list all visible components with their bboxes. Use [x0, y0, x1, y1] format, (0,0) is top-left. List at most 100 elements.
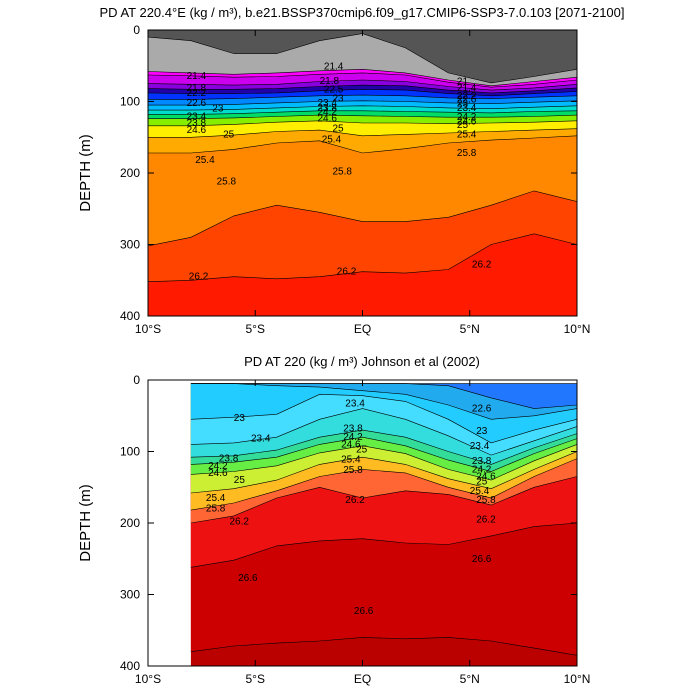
contour-line-21 [148, 68, 577, 87]
top-panel-y-axis: 0 100 200 300 400 [120, 23, 577, 323]
contour-label: 25.4 [195, 155, 215, 166]
contour-label: 23.8 [343, 424, 363, 435]
contour-label: 24.2 [318, 107, 338, 118]
contour-label: 21 [457, 77, 469, 88]
contour-line-25 [148, 120, 577, 127]
x-tick-label: 10°S [135, 322, 161, 336]
contour-label: 25 [223, 129, 235, 140]
contour-label: 23 [234, 413, 246, 424]
y-tick-label: 0 [133, 373, 140, 387]
bottom-panel-x-axis: 10°S 5°S EQ 5°N 10°N [135, 380, 590, 686]
top-panel-contour-fills [148, 30, 577, 316]
contour-label: 25 [457, 120, 469, 131]
bottom-panel: PD AT 220 (kg / m³) Johnson et al (2002)… [77, 354, 590, 686]
x-tick-label: 10°S [135, 672, 161, 686]
contour-line-25.4 [190, 451, 577, 494]
contour-label: 24.6 [341, 439, 361, 450]
contour-label: 24.2 [457, 112, 477, 123]
bottom-panel-y-axis: 0 100 200 300 400 [120, 373, 577, 673]
contour-line-22.2 [148, 84, 577, 94]
contour-label: 23 [476, 426, 488, 437]
x-tick-label: 5°N [460, 322, 480, 336]
contour-label: 23.8 [219, 454, 239, 465]
contour-band-20 [148, 30, 577, 83]
contour-line-24.6 [190, 436, 577, 472]
contour-label: 24.2 [208, 461, 228, 472]
contour-label: 26.2 [345, 495, 365, 506]
top-panel-y-axis-label: DEPTH (m) [77, 134, 94, 212]
contour-line-24.2 [190, 429, 577, 465]
contour-label: 24.6 [457, 117, 477, 128]
contour-label: 25 [234, 475, 246, 486]
y-tick-label: 400 [120, 309, 140, 323]
contour-label: 26.2 [337, 267, 357, 278]
y-tick-label: 400 [120, 659, 140, 673]
contour-label: 24.2 [343, 432, 363, 443]
contour-label: 25.8 [333, 167, 353, 178]
contour-label: 23 [457, 99, 469, 110]
x-tick-label: 10°N [564, 672, 591, 686]
contour-label: 21.8 [320, 76, 340, 87]
contour-label: 23.8 [187, 118, 207, 129]
y-tick-label: 100 [120, 95, 140, 109]
top-panel-title: PD AT 220.4°E (kg / m³), b.e21.BSSP370cm… [99, 5, 624, 20]
contour-line-25.8 [190, 458, 577, 511]
contour-label: 26.2 [476, 514, 496, 525]
contour-line-26.6 [148, 233, 577, 282]
contour-label: 24.6 [208, 468, 228, 479]
contour-label: 25.8 [217, 177, 237, 188]
y-tick-label: 300 [120, 238, 140, 252]
x-tick-label: EQ [354, 322, 371, 336]
contour-label: 23 [212, 104, 224, 115]
contour-line-23.4 [190, 393, 577, 444]
contour-label: 23.4 [345, 399, 365, 410]
contour-label: 24.6 [476, 472, 496, 483]
contour-label: 26.6 [472, 554, 492, 565]
contour-label: 21.8 [187, 83, 207, 94]
contour-line-25 [190, 444, 577, 481]
contour-label: 25 [356, 444, 368, 455]
x-tick-label: 5°S [246, 672, 265, 686]
contour-label: 23 [333, 94, 345, 105]
contour-label: 25.4 [322, 134, 342, 145]
contour-line-25.8 [148, 135, 577, 154]
x-tick-label: 5°N [460, 672, 480, 686]
contour-line-26.2 [190, 476, 577, 524]
contour-label: 24.2 [472, 464, 492, 475]
contour-line-27 [190, 637, 577, 656]
contour-label: 25 [476, 477, 488, 488]
top-panel: PD AT 220.4°E (kg / m³), b.e21.BSSP370cm… [77, 5, 625, 336]
contour-label: 22.2 [457, 91, 477, 102]
contour-label: 25.8 [343, 465, 363, 476]
contour-label: 22.6 [457, 94, 477, 105]
contour-label: 23.8 [318, 103, 338, 114]
contour-label: 25.8 [206, 504, 226, 515]
contour-line-26.2 [148, 190, 577, 247]
contour-label: 22.2 [187, 88, 207, 99]
contour-label: 25.8 [457, 148, 477, 159]
contour-label: 23.8 [472, 456, 492, 467]
contour-line-24.6 [148, 114, 577, 119]
contour-line-25.4 [148, 128, 577, 138]
contour-line-23.4 [148, 100, 577, 106]
bottom-panel-contour-labels: 2323.423.824.224.62525.425.826.226.623.4… [206, 399, 496, 617]
y-tick-label: 0 [133, 23, 140, 37]
contour-line-26.6 [190, 522, 577, 568]
y-tick-label: 200 [120, 516, 140, 530]
contour-label: 21.4 [457, 83, 477, 94]
x-tick-label: 5°S [246, 322, 265, 336]
contour-line-21.8 [148, 79, 577, 91]
contour-label: 26.6 [238, 573, 258, 584]
y-tick-label: 200 [120, 166, 140, 180]
contour-band-22.6 [190, 383, 577, 409]
contour-label: 26.2 [472, 260, 492, 271]
contour-label: 26.6 [354, 606, 374, 617]
y-tick-label: 300 [120, 588, 140, 602]
contour-label: 22.6 [187, 98, 207, 109]
contour-label: 21.4 [187, 71, 207, 82]
contour-line-23.8 [190, 408, 577, 456]
contour-label: 23.4 [251, 434, 271, 445]
contour-label: 23.4 [187, 112, 207, 123]
top-panel-x-axis: 10°S 5°S EQ 5°N 10°N [135, 30, 590, 336]
